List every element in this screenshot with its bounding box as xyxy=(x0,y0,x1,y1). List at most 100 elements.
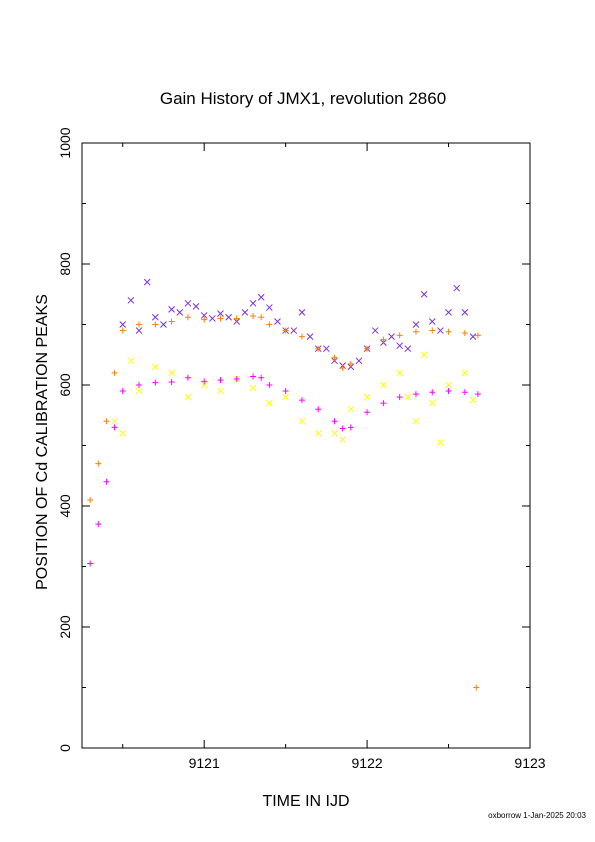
data-point xyxy=(445,328,452,335)
y-tick-label: 1000 xyxy=(57,127,73,158)
data-point xyxy=(127,357,135,365)
data-point xyxy=(461,389,468,396)
data-point xyxy=(119,321,127,328)
data-point xyxy=(331,354,338,361)
data-point xyxy=(461,329,468,336)
data-point xyxy=(364,345,371,352)
data-point xyxy=(266,321,273,328)
data-point xyxy=(241,309,249,316)
data-point xyxy=(233,318,241,325)
data-point xyxy=(184,314,191,321)
data-point xyxy=(184,299,192,307)
data-point xyxy=(445,381,452,389)
series-2-points xyxy=(111,351,477,446)
data-point xyxy=(347,424,354,431)
data-point xyxy=(306,333,314,340)
data-point xyxy=(160,321,167,328)
data-point xyxy=(257,293,265,301)
data-point xyxy=(184,374,191,381)
data-point xyxy=(404,393,412,401)
data-point xyxy=(176,309,184,316)
data-point xyxy=(282,393,289,401)
data-point xyxy=(143,278,151,286)
data-point xyxy=(331,418,338,425)
data-point xyxy=(428,318,436,325)
data-point xyxy=(339,365,346,372)
data-point xyxy=(127,296,135,304)
x-axis-label: TIME IN IJD xyxy=(262,793,349,810)
data-point xyxy=(412,417,420,425)
data-point xyxy=(380,400,387,407)
data-point xyxy=(298,333,305,340)
data-point xyxy=(111,424,118,431)
data-point xyxy=(474,332,481,339)
data-point xyxy=(474,391,481,398)
series-1-points xyxy=(87,313,481,691)
x-tick-label: 9123 xyxy=(514,755,545,771)
data-point xyxy=(233,315,240,322)
data-point xyxy=(315,406,322,413)
data-point xyxy=(396,394,403,401)
data-point xyxy=(265,399,273,407)
data-point xyxy=(469,333,477,340)
data-point xyxy=(168,306,175,313)
data-point xyxy=(111,369,118,376)
data-point xyxy=(290,327,298,334)
data-point xyxy=(201,316,208,323)
data-point xyxy=(429,389,436,396)
data-point xyxy=(412,328,419,335)
data-point xyxy=(217,387,224,395)
data-point xyxy=(233,375,240,382)
data-point xyxy=(473,684,480,691)
data-point xyxy=(412,391,419,398)
data-point xyxy=(396,332,403,339)
data-point xyxy=(445,388,452,395)
data-point xyxy=(404,345,412,353)
data-point xyxy=(265,304,273,311)
data-point xyxy=(347,360,354,367)
data-point xyxy=(437,439,444,446)
data-point xyxy=(298,309,306,316)
data-point xyxy=(412,321,420,328)
data-point xyxy=(396,342,404,350)
data-point xyxy=(453,284,461,292)
data-point xyxy=(461,309,469,316)
x-tick-label: 9121 xyxy=(189,755,220,771)
data-point xyxy=(371,327,379,334)
data-point xyxy=(355,357,363,365)
data-point xyxy=(380,381,387,389)
data-point xyxy=(282,388,289,395)
data-point xyxy=(428,399,436,407)
data-point xyxy=(103,478,110,485)
data-point xyxy=(151,363,159,371)
data-point xyxy=(420,290,428,298)
data-point xyxy=(461,369,469,377)
data-point xyxy=(225,313,232,321)
data-point xyxy=(250,373,257,380)
data-point xyxy=(119,430,127,437)
series-3-points xyxy=(87,373,481,567)
x-tick-label: 9122 xyxy=(352,755,383,771)
data-point xyxy=(347,405,355,413)
data-point xyxy=(201,378,208,385)
data-point xyxy=(119,327,126,334)
data-point xyxy=(258,374,265,381)
data-point xyxy=(469,396,477,404)
data-point xyxy=(111,417,118,425)
data-point xyxy=(388,333,395,340)
data-point xyxy=(168,369,175,377)
data-point xyxy=(87,496,94,503)
data-point xyxy=(250,313,257,320)
footer-credit: oxborrow 1-Jan-2025 20:03 xyxy=(488,811,586,820)
data-point xyxy=(380,339,387,347)
data-point xyxy=(266,382,273,388)
data-point xyxy=(298,417,306,425)
y-axis-label: POSITION OF Cd CALIBRATION PEAKS xyxy=(34,294,51,590)
data-point xyxy=(380,336,387,343)
data-point xyxy=(95,521,102,528)
data-point xyxy=(331,430,338,437)
data-point xyxy=(445,309,452,316)
data-point xyxy=(152,321,159,328)
y-tick-label: 800 xyxy=(57,252,73,276)
